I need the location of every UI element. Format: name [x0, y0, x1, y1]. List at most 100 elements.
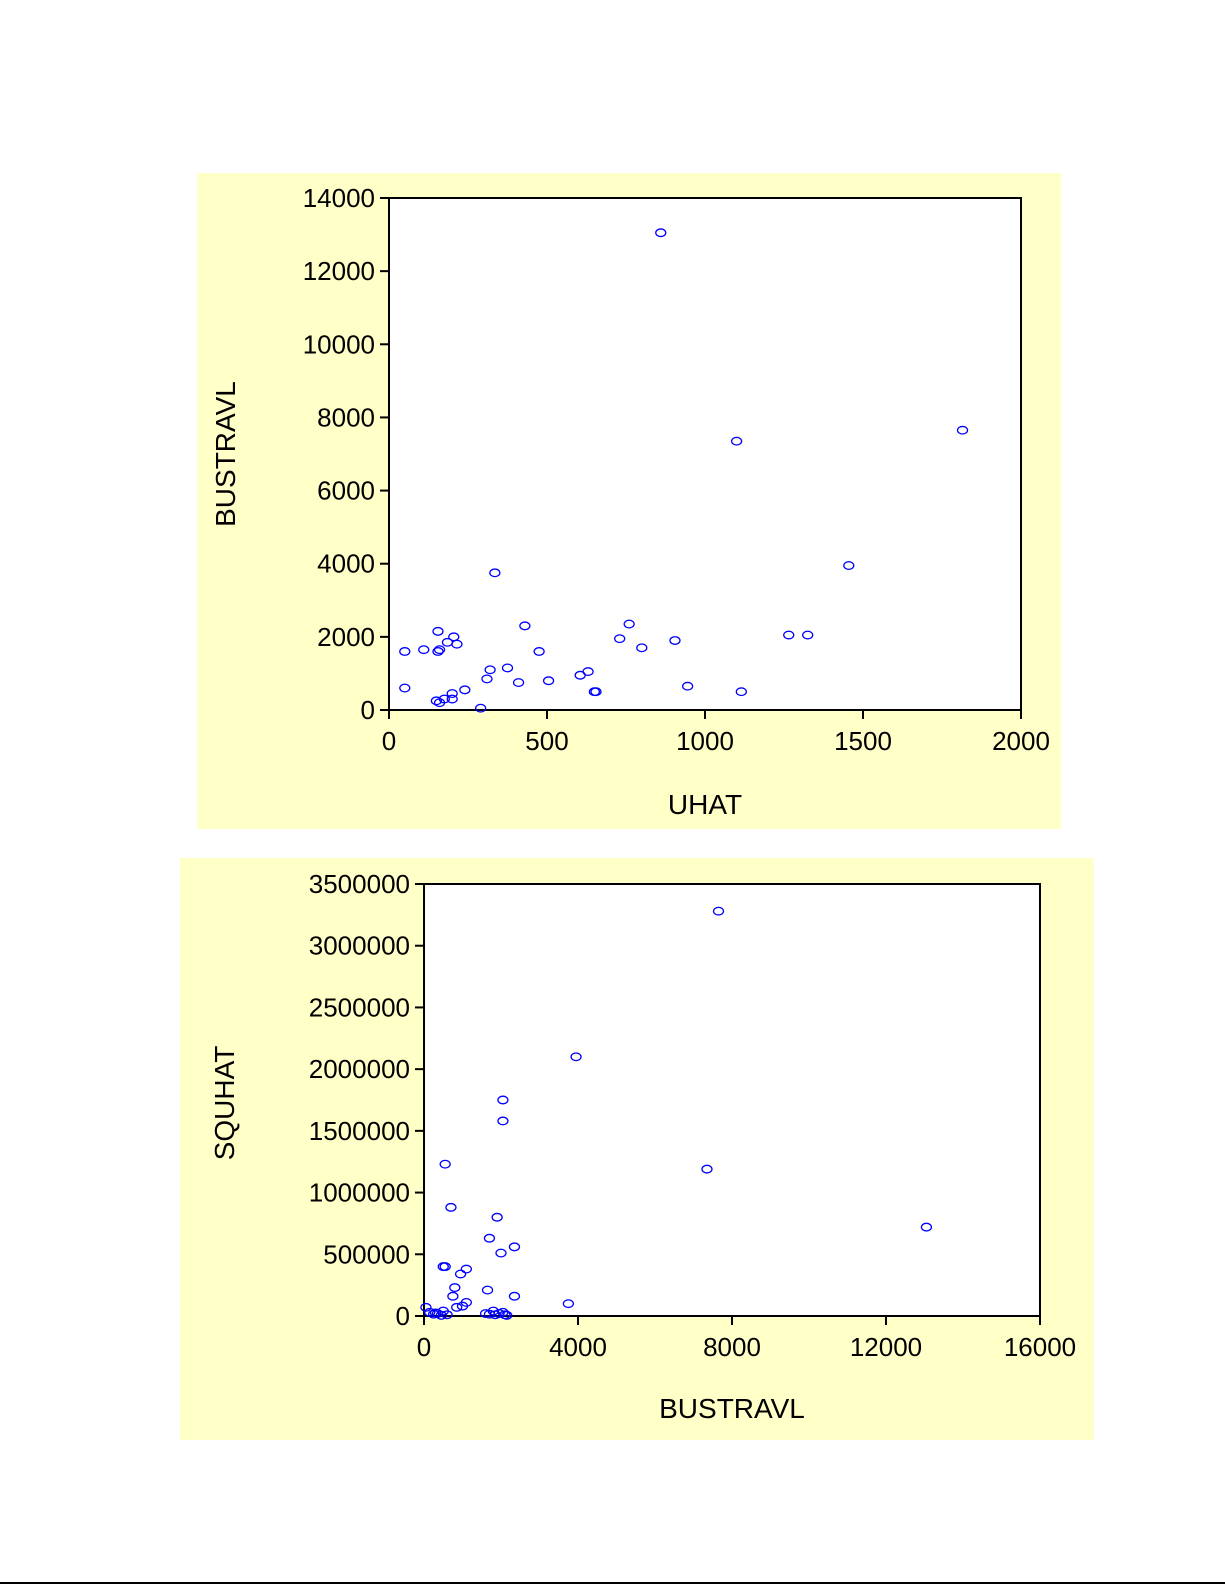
plot-area	[423, 883, 1041, 1317]
y-axis-title: BUSTRAVL	[210, 381, 241, 527]
data-point	[582, 667, 594, 677]
data-points	[420, 906, 933, 1320]
data-point	[956, 425, 969, 435]
data-point	[623, 619, 635, 629]
data-point	[435, 1310, 447, 1320]
y-tick-label: 8000	[317, 402, 375, 432]
y-tick-label: 2000000	[309, 1054, 410, 1084]
y-tick-label: 3500000	[309, 869, 410, 899]
x-tick-label: 500	[525, 726, 568, 756]
data-point	[474, 703, 487, 713]
y-tick-label: 500000	[323, 1239, 410, 1269]
data-point	[460, 1264, 473, 1274]
data-point	[445, 1202, 457, 1212]
data-point	[519, 621, 531, 631]
data-point	[636, 643, 648, 653]
data-point	[430, 696, 443, 706]
data-point	[497, 1095, 509, 1105]
data-point	[669, 636, 681, 645]
data-point	[454, 1269, 467, 1279]
data-point	[449, 1283, 461, 1293]
data-point	[542, 676, 555, 686]
data-point	[432, 647, 444, 656]
data-point	[735, 687, 747, 697]
data-point	[439, 1159, 451, 1169]
data-point	[418, 645, 430, 655]
axis-ticks: 0 500 1000 1500 2000 0 2000 4000 6000 8000 10000 12…	[303, 183, 1050, 756]
data-point	[399, 647, 411, 656]
data-point	[420, 1302, 432, 1312]
data-point	[441, 1310, 453, 1320]
data-point	[920, 1222, 933, 1232]
data-point	[508, 1242, 521, 1252]
data-point	[590, 687, 602, 697]
x-tick-label: 4000	[549, 1332, 607, 1362]
data-point	[491, 1212, 503, 1222]
data-point	[438, 694, 450, 704]
y-tick-label: 1500000	[309, 1116, 410, 1146]
data-point	[614, 634, 626, 644]
y-tick-label: 12000	[303, 256, 375, 286]
data-point	[447, 1291, 459, 1301]
y-tick-label: 0	[361, 695, 375, 725]
data-point	[501, 663, 514, 673]
x-tick-label: 0	[417, 1332, 431, 1362]
data-point	[489, 568, 501, 578]
data-point	[459, 685, 471, 695]
data-point	[508, 1291, 521, 1301]
data-point	[802, 630, 814, 640]
data-point	[681, 681, 694, 691]
data-point	[562, 1299, 575, 1309]
y-tick-label: 10000	[303, 329, 375, 359]
chart-panel-uhat-bustravl: 0 500 1000 1500 2000 0 2000 4000 6000 8000 10000 12…	[197, 173, 1061, 829]
data-point	[570, 1052, 582, 1062]
data-point	[533, 647, 545, 656]
data-point	[433, 645, 446, 655]
data-point	[484, 665, 496, 675]
x-tick-label: 16000	[1004, 1332, 1076, 1362]
plot-area	[388, 197, 1022, 711]
data-point	[730, 436, 743, 446]
data-point	[451, 1302, 463, 1312]
scatter-chart-bustravl-squhat: 0 4000 8000 12000 16000 0 500000 1000000 1500000…	[209, 869, 1076, 1424]
data-point	[446, 694, 458, 704]
scatter-chart-uhat-bustravl: 0 500 1000 1500 2000 0 2000 4000 6000 8000 10000 12…	[210, 183, 1050, 820]
x-tick-label: 0	[382, 726, 396, 756]
x-tick-label: 1500	[834, 726, 892, 756]
y-tick-label: 0	[396, 1301, 410, 1331]
data-point	[655, 228, 667, 238]
y-axis-title: SQUHAT	[209, 1046, 240, 1161]
data-point	[497, 1307, 509, 1317]
y-tick-label: 6000	[317, 476, 375, 506]
y-tick-label: 3000000	[309, 931, 410, 961]
y-tick-label: 2000	[317, 622, 375, 652]
data-point	[712, 906, 725, 916]
data-point	[495, 1248, 507, 1258]
axis-ticks: 0 4000 8000 12000 16000 0 500000 1000000 1500000…	[309, 869, 1076, 1362]
y-tick-label: 1000000	[309, 1178, 410, 1208]
data-point	[497, 1116, 509, 1126]
data-point	[483, 1233, 496, 1243]
data-point	[843, 561, 855, 570]
page-bottom-rule	[0, 1582, 1225, 1584]
y-tick-label: 4000	[317, 549, 375, 579]
data-point	[399, 683, 411, 693]
data-point	[481, 1285, 494, 1295]
data-point	[501, 1310, 513, 1320]
x-axis-title: UHAT	[668, 789, 742, 820]
x-axis-title: BUSTRAVL	[659, 1393, 805, 1424]
data-point	[451, 639, 463, 649]
y-tick-label: 2500000	[309, 992, 410, 1022]
data-point	[446, 689, 458, 698]
data-points	[399, 228, 969, 713]
x-tick-label: 1000	[676, 726, 734, 756]
y-tick-label: 14000	[303, 183, 375, 213]
x-tick-label: 12000	[850, 1332, 922, 1362]
chart-panel-bustravl-squhat: 0 4000 8000 12000 16000 0 500000 1000000 1500000…	[180, 858, 1094, 1440]
data-point	[432, 626, 444, 636]
data-point	[437, 1262, 449, 1272]
data-point	[427, 1309, 440, 1319]
data-point	[701, 1164, 713, 1174]
data-point	[481, 674, 493, 684]
data-point	[456, 1301, 469, 1311]
